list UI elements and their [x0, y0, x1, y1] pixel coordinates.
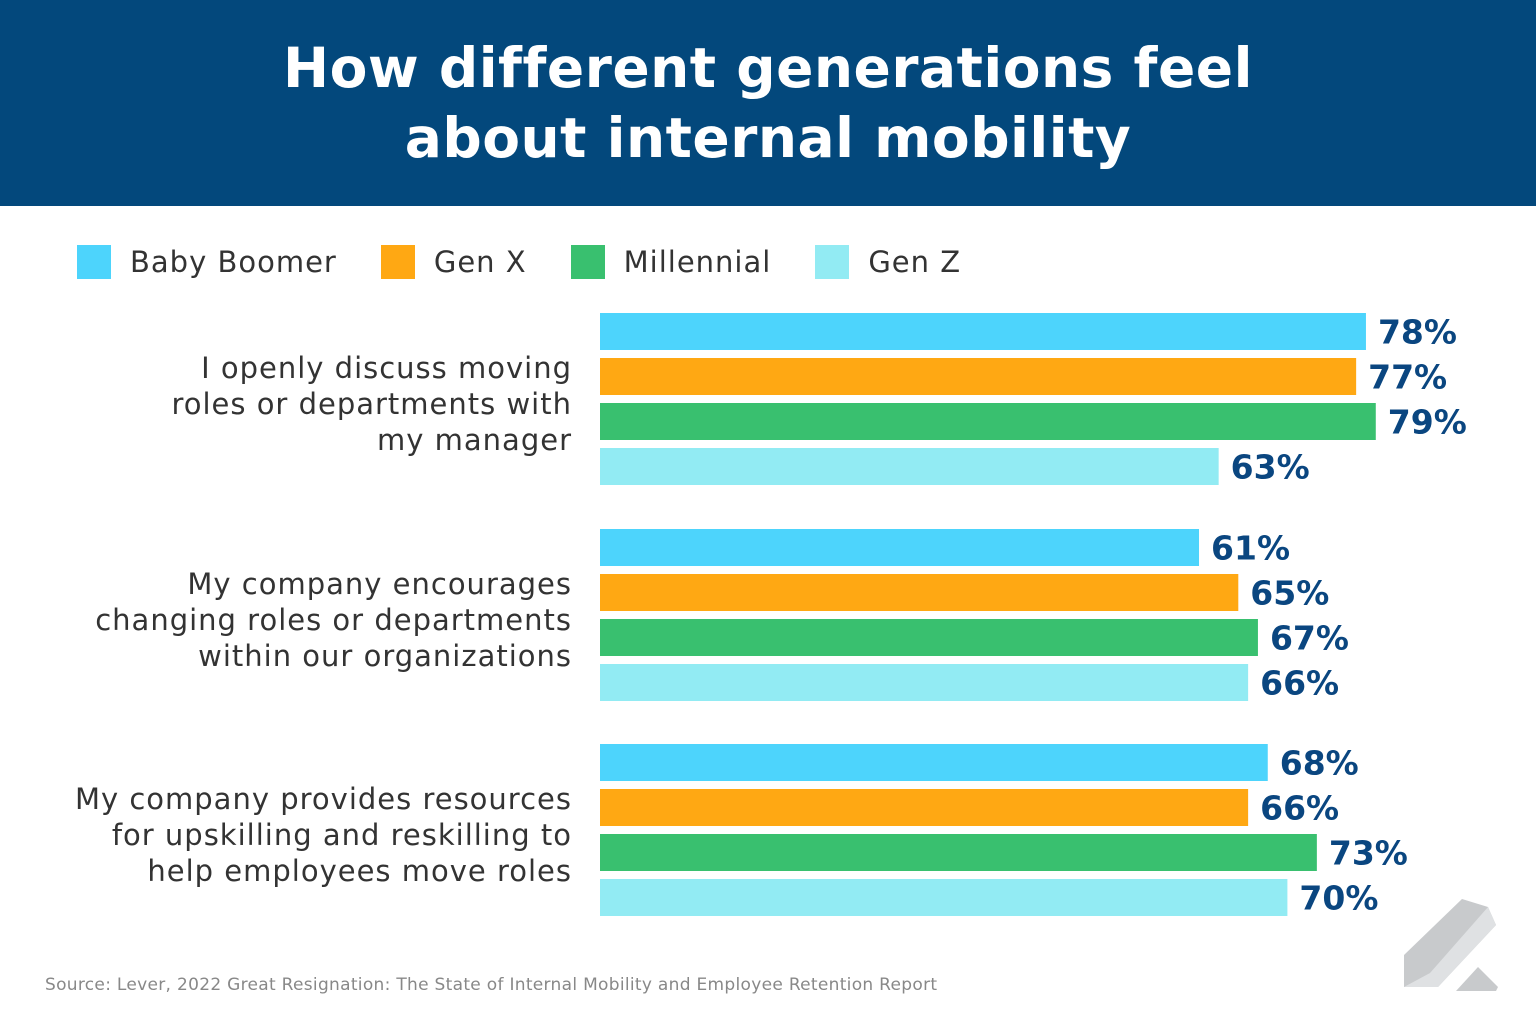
bar-gen-z [600, 664, 1249, 701]
legend-label: Millennial [623, 245, 772, 279]
legend-label: Baby Boomer [130, 245, 337, 279]
data-label: 77% [1368, 358, 1447, 397]
data-label: 79% [1388, 403, 1467, 442]
data-label: 66% [1260, 664, 1339, 703]
legend-label: Gen Z [868, 245, 962, 279]
legend-swatch [570, 245, 605, 279]
legend-swatch [380, 245, 415, 279]
data-label: 65% [1250, 574, 1329, 613]
data-label: 61% [1211, 529, 1290, 568]
title-banner: How different generations feel about int… [0, 0, 1536, 206]
bar-baby-boomer [600, 313, 1366, 350]
chart-title: How different generations feel about int… [283, 36, 1253, 170]
lever-logo [1404, 899, 1498, 991]
legend-swatch [77, 245, 111, 279]
legend-label: Gen X [433, 245, 527, 279]
category-label: My company encourages changing roles or d… [95, 567, 572, 673]
bar-millennial [600, 834, 1317, 871]
data-label: 78% [1378, 313, 1457, 352]
legend-item: Gen X [380, 245, 527, 279]
legend-item: Baby Boomer [77, 245, 337, 279]
legend-swatch [815, 245, 850, 279]
data-label: 66% [1260, 789, 1339, 828]
bar-baby-boomer [600, 744, 1268, 781]
source-note: Source: Lever, 2022 Great Resignation: T… [45, 975, 938, 995]
category-label: My company provides resources for upskill… [74, 782, 572, 888]
bar-millennial [600, 403, 1376, 440]
bar-millennial [600, 619, 1258, 656]
bar-gen-z [600, 879, 1288, 916]
bar-gen-x [600, 789, 1249, 826]
data-label: 70% [1299, 879, 1378, 918]
legend-item: Millennial [570, 245, 772, 279]
data-label: 63% [1231, 448, 1310, 487]
legend: Baby Boomer Gen X Millennial Gen Z [77, 245, 1005, 279]
bar-gen-x [600, 358, 1357, 395]
data-label: 67% [1270, 619, 1349, 658]
bar-gen-z [600, 448, 1219, 485]
bar-gen-x [600, 574, 1239, 611]
data-label: 68% [1280, 744, 1359, 783]
category-label: I openly discuss moving roles or departme… [171, 351, 572, 457]
data-label: 73% [1329, 834, 1408, 873]
bar-baby-boomer [600, 529, 1200, 566]
legend-item: Gen Z [815, 245, 961, 279]
